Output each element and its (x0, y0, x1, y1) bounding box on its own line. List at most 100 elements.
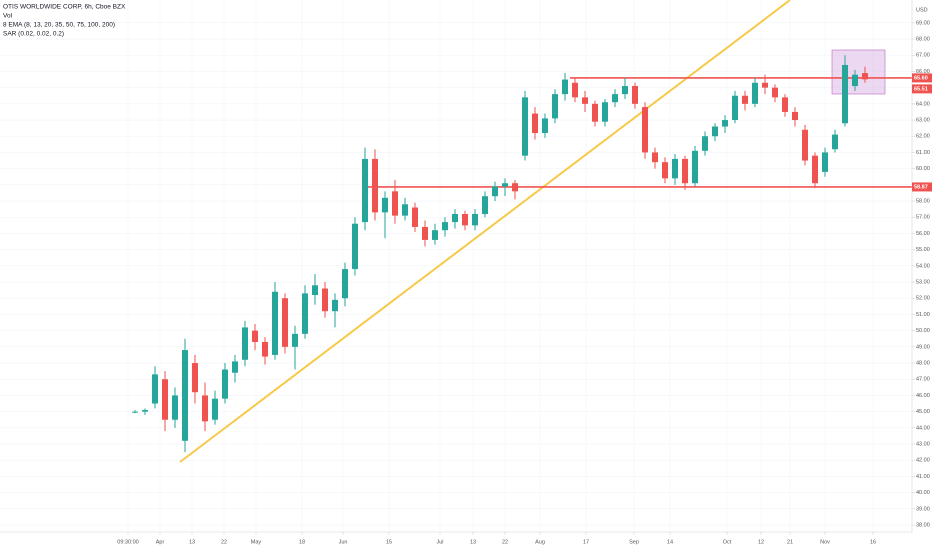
candle-body (312, 285, 318, 295)
x-tick-label: 22 (502, 539, 508, 545)
candle-body (832, 134, 838, 150)
candle-body (742, 95, 748, 104)
candle-body (842, 64, 848, 124)
candle-body (752, 82, 758, 104)
candle-body (242, 327, 248, 360)
candle-body (292, 333, 298, 347)
candle-body (282, 298, 288, 347)
y-tick-label: 52.00 (916, 296, 930, 302)
candle-body (422, 226, 428, 240)
y-tick-label: 46.00 (916, 393, 930, 399)
y-tick-label: 55.00 (916, 247, 930, 253)
x-tick-label: 14 (667, 539, 673, 545)
x-tick-label: 22 (221, 539, 227, 545)
candle-body (712, 126, 718, 137)
y-tick-label: 54.00 (916, 263, 930, 269)
candle-body (252, 330, 258, 342)
last-price-box (912, 84, 932, 94)
y-tick-label: 61.00 (916, 150, 930, 156)
candle-body (182, 350, 188, 441)
x-tick-label: 13 (189, 539, 195, 545)
candle-body (302, 293, 308, 334)
candle-body (692, 150, 698, 184)
candle-body (572, 82, 578, 98)
y-tick-label: 60.00 (916, 166, 930, 172)
candle-body (722, 120, 728, 127)
legend-line: SAR (0.02, 0.02, 0.2) (3, 31, 64, 38)
candle-body (612, 94, 618, 103)
y-tick-label: 62.00 (916, 134, 930, 140)
y-tick-label: 41.00 (916, 474, 930, 480)
candle-body (402, 204, 408, 216)
x-tick-label: Apr (156, 539, 165, 545)
trend-line (179, 0, 791, 463)
candle-body (772, 87, 778, 98)
y-tick-label: 47.00 (916, 377, 930, 383)
y-tick-label: 57.00 (916, 215, 930, 221)
y-tick-label: 44.00 (916, 425, 930, 431)
candle-body (732, 95, 738, 121)
candle-body (762, 82, 768, 88)
candle-body (442, 222, 448, 231)
y-tick-label: 38.00 (916, 522, 930, 528)
candle-body (672, 158, 678, 179)
y-tick-label: 42.00 (916, 458, 930, 464)
candle-body (332, 299, 338, 312)
candle-body (472, 213, 478, 226)
candle-body (702, 136, 708, 151)
x-tick-label: 09:30:00 (117, 539, 138, 545)
y-tick-label: 48.00 (916, 360, 930, 366)
candle-body (502, 183, 508, 187)
candle-body (652, 152, 658, 163)
y-tick-label: 53.00 (916, 279, 930, 285)
y-tick-label: 39.00 (916, 506, 930, 512)
candle-body (452, 213, 458, 223)
y-tick-label: 64.00 (916, 101, 930, 107)
x-tick-label: 16 (870, 539, 876, 545)
price-label: 65.60 (914, 75, 928, 81)
x-tick-label: Aug (535, 539, 545, 545)
y-tick-label: 66.00 (916, 69, 930, 75)
candle-body (152, 374, 158, 404)
candle-body (792, 111, 798, 121)
candle-body (202, 395, 208, 422)
candle-body (622, 86, 628, 95)
y-tick-label: 68.00 (916, 36, 930, 42)
legend-line: 8 EMA (8, 13, 20, 35, 50, 75, 100, 200) (3, 22, 115, 29)
x-tick-label: 12 (758, 539, 764, 545)
candle-body (342, 269, 348, 299)
y-tick-label: 45.00 (916, 409, 930, 415)
y-tick-label: 69.00 (916, 20, 930, 26)
candle-body (782, 97, 788, 112)
x-tick-label: Oct (723, 539, 732, 545)
candle-body (382, 197, 388, 213)
candle-body (162, 379, 168, 420)
candles (132, 55, 912, 453)
candle-body (462, 213, 468, 226)
currency-label: USD (916, 7, 928, 13)
price-label-box (912, 73, 932, 83)
legend-line: Vol (3, 13, 13, 20)
candle-body (132, 411, 138, 413)
candle-body (592, 103, 598, 122)
candle-body (172, 395, 178, 420)
grid (0, 0, 912, 532)
candle-body (632, 86, 638, 104)
candle-body (492, 186, 498, 197)
candle-body (142, 410, 148, 412)
x-tick-label: 17 (583, 539, 589, 545)
candle-body (642, 107, 648, 153)
x-tick-label: 21 (787, 539, 793, 545)
candle-body (372, 158, 378, 213)
candle-body (662, 162, 668, 179)
x-tick-label: 15 (386, 539, 392, 545)
candle-body (532, 113, 538, 133)
y-tick-label: 49.00 (916, 344, 930, 350)
x-tick-label: 13 (470, 539, 476, 545)
y-tick-label: 50.00 (916, 328, 930, 334)
x-tick-label: May (251, 539, 262, 545)
candle-body (432, 230, 438, 240)
price-label-box (912, 182, 932, 192)
